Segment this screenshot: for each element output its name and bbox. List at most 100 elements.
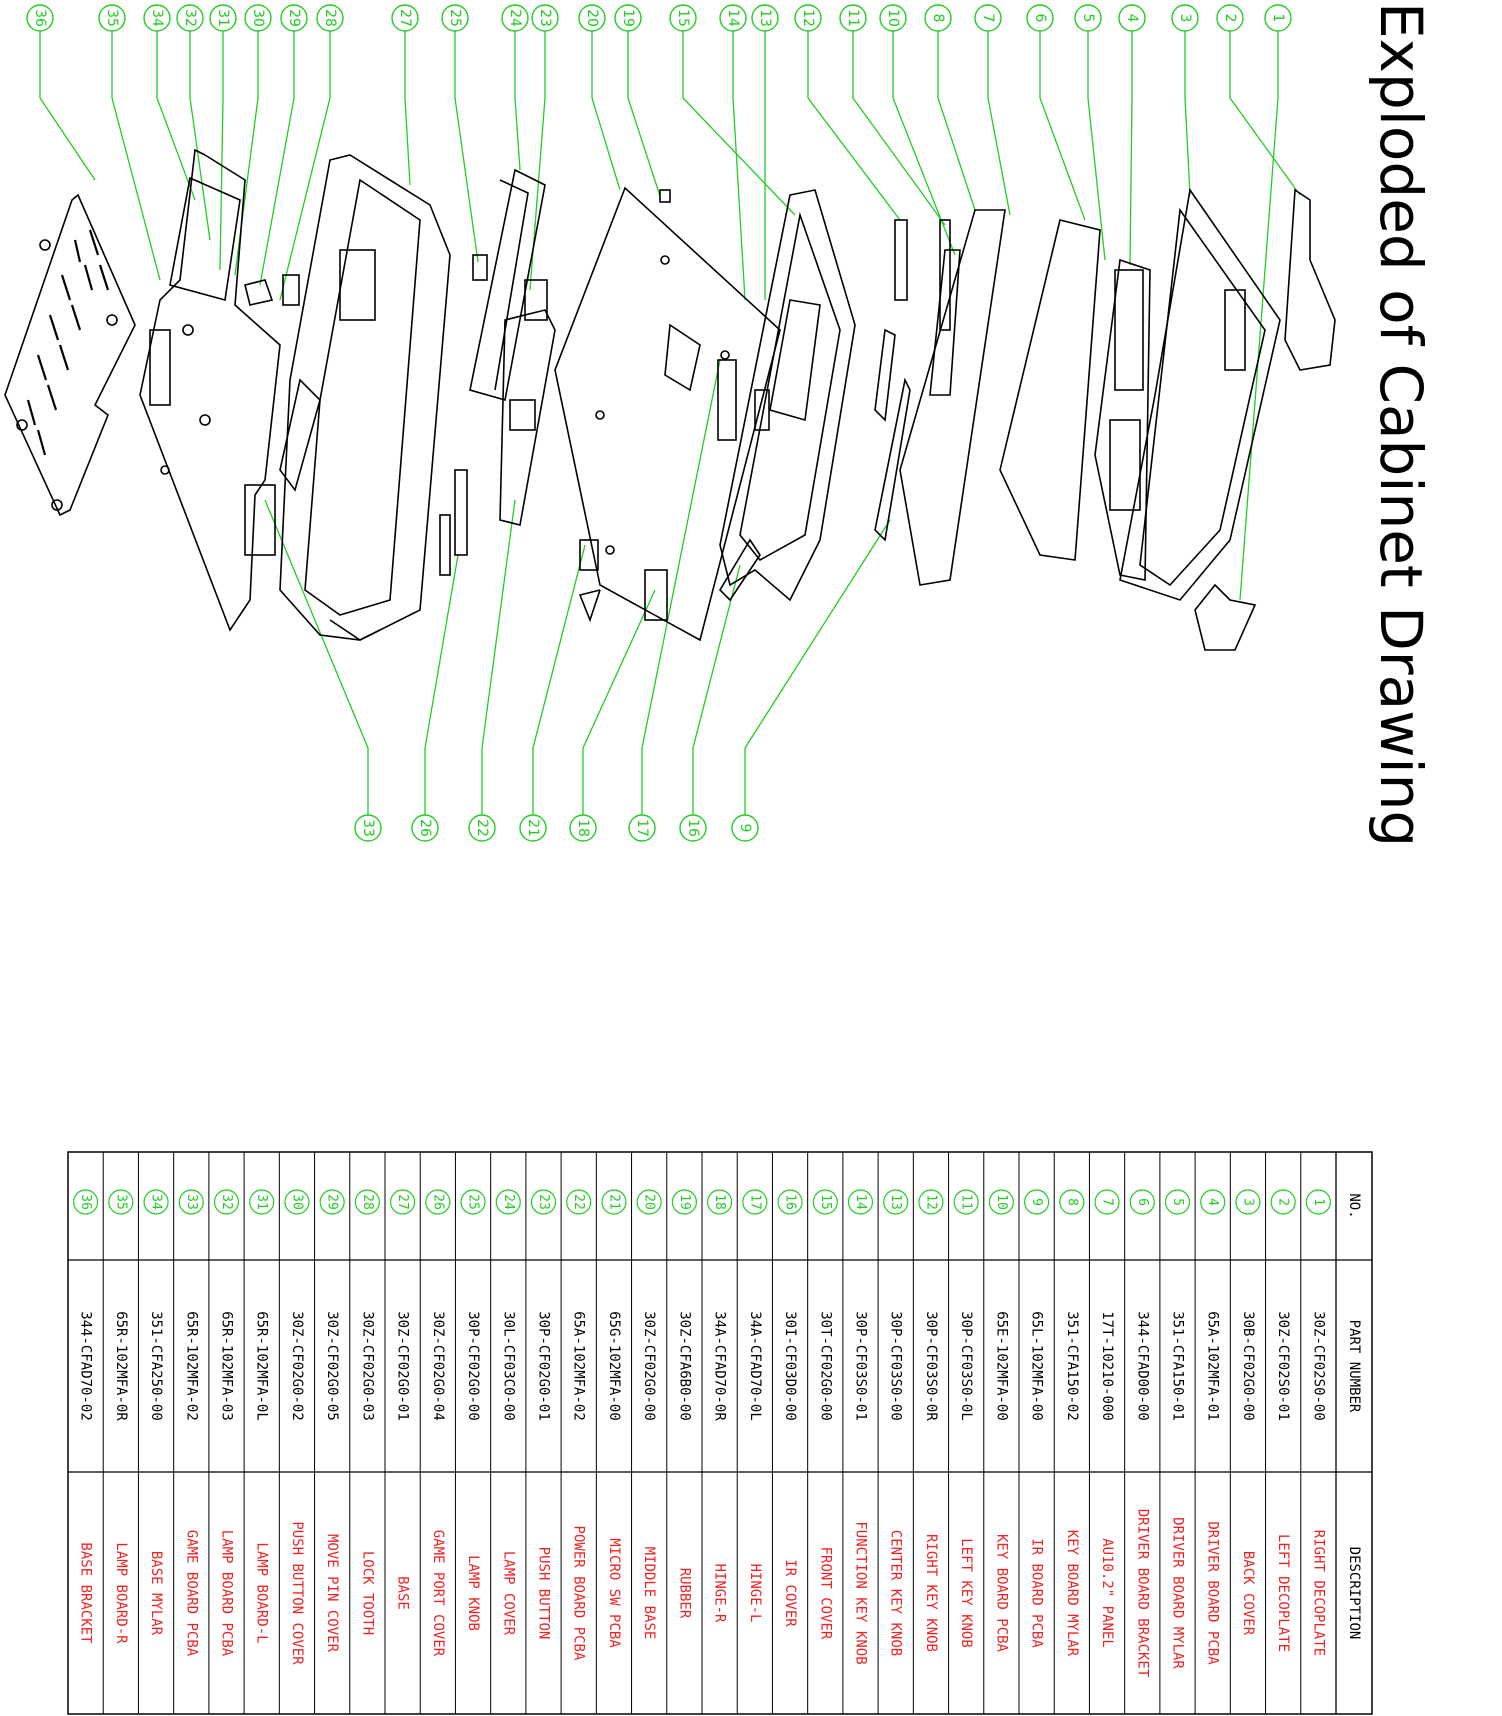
callout-31 [209, 4, 237, 32]
callout-20 [578, 4, 606, 32]
table-row-number-circle [636, 1189, 662, 1215]
table-row-number: 10 [994, 1194, 1009, 1210]
table-row-part-number: 65R-102MFA-0R [113, 1311, 129, 1421]
callout-label-9: 9 [737, 824, 753, 833]
table-row-description: KEY BOARD PCBA [993, 1534, 1009, 1653]
callout-18 [569, 814, 597, 842]
leader-23 [529, 31, 546, 291]
callout-label-11: 11 [845, 9, 861, 27]
table-row-part-number: 65E-102MFA-00 [993, 1311, 1009, 1421]
table-row-number-circle [847, 1189, 874, 1215]
table-row-part-number: 65R-102MFA-02 [183, 1311, 199, 1421]
table-row-number: 28 [360, 1194, 375, 1210]
key-knob-strips [874, 219, 961, 422]
table-row-number: 1 [1311, 1198, 1326, 1206]
leader-33 [264, 499, 369, 815]
callout-label-25: 25 [447, 9, 463, 27]
callout-label-13: 13 [757, 9, 773, 27]
table-row-description: LEFT DECOPLATE [1275, 1534, 1291, 1652]
table-row-description: LOCK TOOTH [359, 1551, 375, 1635]
table-row-number: 6 [1135, 1198, 1150, 1206]
leader-1 [1239, 31, 1279, 601]
leader-2 [1229, 31, 1301, 196]
table-row-part-number: 34A-CFAD70-0L [747, 1311, 763, 1421]
table-row-description: BACK COVER [1240, 1551, 1256, 1636]
table-row-number-circle [1305, 1189, 1331, 1215]
callout-label-4: 4 [1124, 14, 1140, 23]
callout-13 [751, 4, 779, 32]
callout-label-35: 35 [104, 9, 120, 27]
callout-36 [26, 4, 54, 32]
table-row-part-number: 30Z-CF02S0-01 [1275, 1311, 1291, 1421]
callout-27 [391, 4, 419, 32]
callout-label-12: 12 [800, 9, 816, 27]
base-outline [279, 154, 451, 641]
table-row-description: HINGE-R [712, 1563, 728, 1623]
table-row-number-circle [319, 1189, 345, 1215]
table-row-number-circle [460, 1189, 486, 1215]
table-row-number: 17 [747, 1194, 762, 1210]
callout-6 [1026, 4, 1054, 32]
callout-25 [441, 4, 469, 32]
table-row-part-number: 30I-CF03D0-00 [782, 1311, 798, 1421]
panel-outline [899, 209, 1006, 586]
table-row-number-circle [742, 1189, 768, 1215]
table-row-number: 31 [254, 1194, 269, 1210]
table-row-part-number: 344-CFAD00-00 [1134, 1311, 1150, 1421]
leader-28 [279, 31, 331, 301]
table-row-number: 32 [219, 1194, 234, 1210]
table-row-number: 15 [818, 1194, 833, 1210]
leader-9 [744, 519, 891, 815]
table-row-description: RUBBER [676, 1568, 692, 1619]
callout-label-16: 16 [685, 819, 701, 837]
table-row-part-number: 30P-CF03S0-01 [853, 1311, 869, 1421]
callout-label-17: 17 [634, 819, 650, 837]
callout-3 [1171, 4, 1199, 32]
table-row-description: CENTER KEY KNOB [888, 1530, 904, 1656]
back-cover-outline [1119, 187, 1281, 601]
header-no: NO. [1346, 1193, 1362, 1218]
table-row-description: IR COVER [782, 1559, 798, 1627]
table-row-number-circle [178, 1189, 204, 1215]
table-row-number: 23 [536, 1194, 551, 1210]
middle-base-outline [554, 186, 781, 642]
table-row-description: RIGHT DECOPLATE [1310, 1530, 1326, 1656]
table-row-number-circle [918, 1189, 944, 1215]
leader-3 [1184, 31, 1191, 196]
table-row-part-number: 30P-CF02G0-00 [465, 1311, 481, 1421]
table-row-number-circle [601, 1189, 627, 1215]
callout-label-6: 6 [1032, 14, 1048, 23]
leader-36 [39, 31, 96, 181]
callout-label-34: 34 [149, 9, 165, 27]
table-row-number: 13 [888, 1194, 903, 1210]
leader-29 [259, 31, 295, 286]
right-decoplate-outline [1194, 583, 1257, 651]
table-row-number-circle [143, 1189, 169, 1215]
callout-9 [731, 814, 759, 842]
table-row-description: BASE BRACKET [78, 1542, 94, 1644]
leader-24 [514, 31, 521, 171]
callout-11 [839, 4, 867, 32]
callout-4 [1118, 4, 1146, 32]
leader-5 [1087, 31, 1106, 261]
table-row-description: FRONT COVER [817, 1547, 833, 1640]
table-row-description: PUSH BUTTON COVER [289, 1521, 305, 1665]
leader-20 [591, 31, 621, 191]
table-row-part-number: 65L-102MFA-00 [1029, 1311, 1045, 1421]
callout-1 [1264, 4, 1292, 32]
callout-label-21: 21 [525, 819, 541, 837]
table-row-part-number: 30P-CF03S0-0R [923, 1311, 939, 1421]
callout-layer: 1234567810111213141519202324252728293031… [26, 4, 1292, 842]
callout-label-1: 1 [1270, 14, 1286, 23]
table-row-number-circle [777, 1189, 803, 1215]
callout-label-19: 19 [620, 9, 636, 27]
power-board-outline [499, 309, 556, 526]
table-row-part-number: 30L-CF03C0-00 [500, 1311, 516, 1421]
table-row-description: BASE [395, 1576, 411, 1610]
leader-16 [692, 564, 741, 815]
leader-8 [937, 31, 976, 211]
callout-28 [316, 4, 344, 32]
callout-34 [143, 4, 171, 32]
table-row-number-circle [249, 1189, 275, 1215]
table-row-part-number: 351-CFA150-01 [1170, 1311, 1186, 1421]
